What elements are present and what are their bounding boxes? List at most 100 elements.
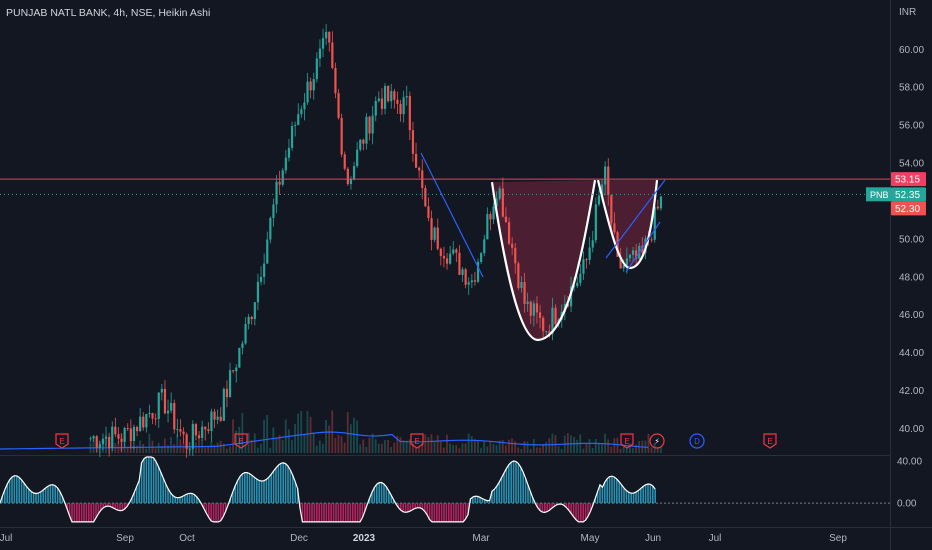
candle-body[interactable]	[535, 303, 539, 313]
candle-body[interactable]	[194, 424, 198, 436]
candle-body[interactable]	[269, 217, 272, 240]
candle-body[interactable]	[294, 125, 297, 127]
dividend-marker-icon[interactable]	[689, 433, 705, 449]
candle-body[interactable]	[380, 98, 384, 109]
candle-body[interactable]	[108, 436, 111, 449]
candle-body[interactable]	[163, 388, 167, 414]
candle-body[interactable]	[303, 102, 306, 110]
candle-body[interactable]	[114, 426, 117, 435]
candle-body[interactable]	[266, 239, 269, 264]
candle-body[interactable]	[591, 240, 594, 248]
candle-body[interactable]	[613, 223, 616, 233]
candle-body[interactable]	[458, 252, 461, 275]
candle-body[interactable]	[656, 206, 659, 209]
candle-body[interactable]	[235, 367, 238, 372]
candle-body[interactable]	[328, 31, 331, 43]
candle-body[interactable]	[179, 429, 182, 432]
candle-body[interactable]	[272, 204, 275, 218]
candle-body[interactable]	[399, 103, 402, 115]
candle-body[interactable]	[145, 413, 148, 428]
candle-body[interactable]	[470, 280, 473, 283]
candle-body[interactable]	[573, 285, 576, 287]
candle-body[interactable]	[318, 48, 322, 59]
candle-body[interactable]	[551, 307, 554, 334]
candle-body[interactable]	[241, 343, 244, 348]
candle-body[interactable]	[483, 239, 486, 254]
candle-body[interactable]	[610, 195, 613, 224]
candle-body[interactable]	[520, 281, 523, 288]
candle-body[interactable]	[148, 413, 151, 415]
candle-body[interactable]	[408, 96, 411, 131]
candle-body[interactable]	[411, 130, 415, 154]
candle-body[interactable]	[188, 448, 191, 450]
candle-body[interactable]	[356, 149, 359, 166]
candle-body[interactable]	[486, 214, 489, 240]
candle-body[interactable]	[393, 91, 396, 100]
candle-body[interactable]	[259, 276, 263, 282]
candle-body[interactable]	[256, 281, 260, 303]
candle-body[interactable]	[166, 410, 170, 414]
candle-body[interactable]	[201, 426, 204, 438]
trendline-channel-lower[interactable]	[625, 221, 661, 273]
candle-body[interactable]	[445, 258, 449, 264]
candle-body[interactable]	[346, 168, 349, 185]
candle-body[interactable]	[548, 331, 551, 334]
candle-body[interactable]	[135, 426, 139, 432]
candle-body[interactable]	[523, 281, 526, 304]
candle-body[interactable]	[219, 416, 222, 421]
candle-body[interactable]	[418, 167, 421, 171]
candle-body[interactable]	[579, 273, 582, 283]
candle-body[interactable]	[414, 153, 418, 168]
candle-body[interactable]	[628, 254, 632, 259]
candle-body[interactable]	[287, 147, 291, 158]
candle-body[interactable]	[275, 181, 278, 205]
candle-body[interactable]	[95, 436, 98, 448]
candle-body[interactable]	[461, 269, 464, 275]
candle-body[interactable]	[659, 196, 663, 209]
candle-body[interactable]	[517, 263, 520, 288]
candle-body[interactable]	[467, 282, 470, 285]
candle-body[interactable]	[300, 109, 303, 115]
candle-body[interactable]	[253, 302, 256, 320]
candle-body[interactable]	[139, 416, 142, 432]
candle-body[interactable]	[185, 434, 188, 449]
candle-body[interactable]	[514, 247, 517, 264]
candle-body[interactable]	[297, 114, 300, 126]
candle-body[interactable]	[594, 204, 597, 241]
candle-body[interactable]	[498, 188, 501, 199]
candle-body[interactable]	[154, 418, 157, 420]
candle-body[interactable]	[92, 436, 95, 439]
candle-body[interactable]	[182, 431, 185, 435]
candle-body[interactable]	[582, 259, 585, 274]
candle-body[interactable]	[436, 227, 439, 249]
candle-body[interactable]	[216, 416, 219, 420]
candle-body[interactable]	[402, 97, 405, 115]
candle-body[interactable]	[616, 232, 619, 257]
candle-body[interactable]	[207, 429, 210, 431]
candle-body[interactable]	[383, 85, 387, 109]
candle-body[interactable]	[368, 116, 371, 134]
candle-body[interactable]	[396, 99, 399, 104]
candle-body[interactable]	[290, 126, 294, 148]
candle-body[interactable]	[631, 250, 635, 255]
candle-body[interactable]	[213, 411, 216, 420]
split-marker-icon[interactable]	[649, 433, 665, 449]
earnings-marker-icon[interactable]	[620, 433, 634, 449]
candle-body[interactable]	[405, 96, 408, 98]
trendline-channel-upper[interactable]	[605, 179, 666, 259]
candle-body[interactable]	[331, 42, 334, 68]
candle-body[interactable]	[312, 79, 315, 91]
candle-body[interactable]	[309, 81, 312, 91]
candle-body[interactable]	[619, 256, 622, 269]
candle-body[interactable]	[635, 250, 638, 259]
candle-body[interactable]	[542, 317, 545, 332]
candle-body[interactable]	[371, 115, 374, 134]
earnings-marker-icon[interactable]	[234, 433, 248, 449]
candle-body[interactable]	[238, 347, 241, 368]
earnings-marker-icon[interactable]	[410, 433, 424, 449]
candle-body[interactable]	[225, 388, 229, 398]
candle-body[interactable]	[374, 100, 377, 116]
candle-body[interactable]	[362, 139, 365, 144]
candle-body[interactable]	[340, 117, 343, 155]
